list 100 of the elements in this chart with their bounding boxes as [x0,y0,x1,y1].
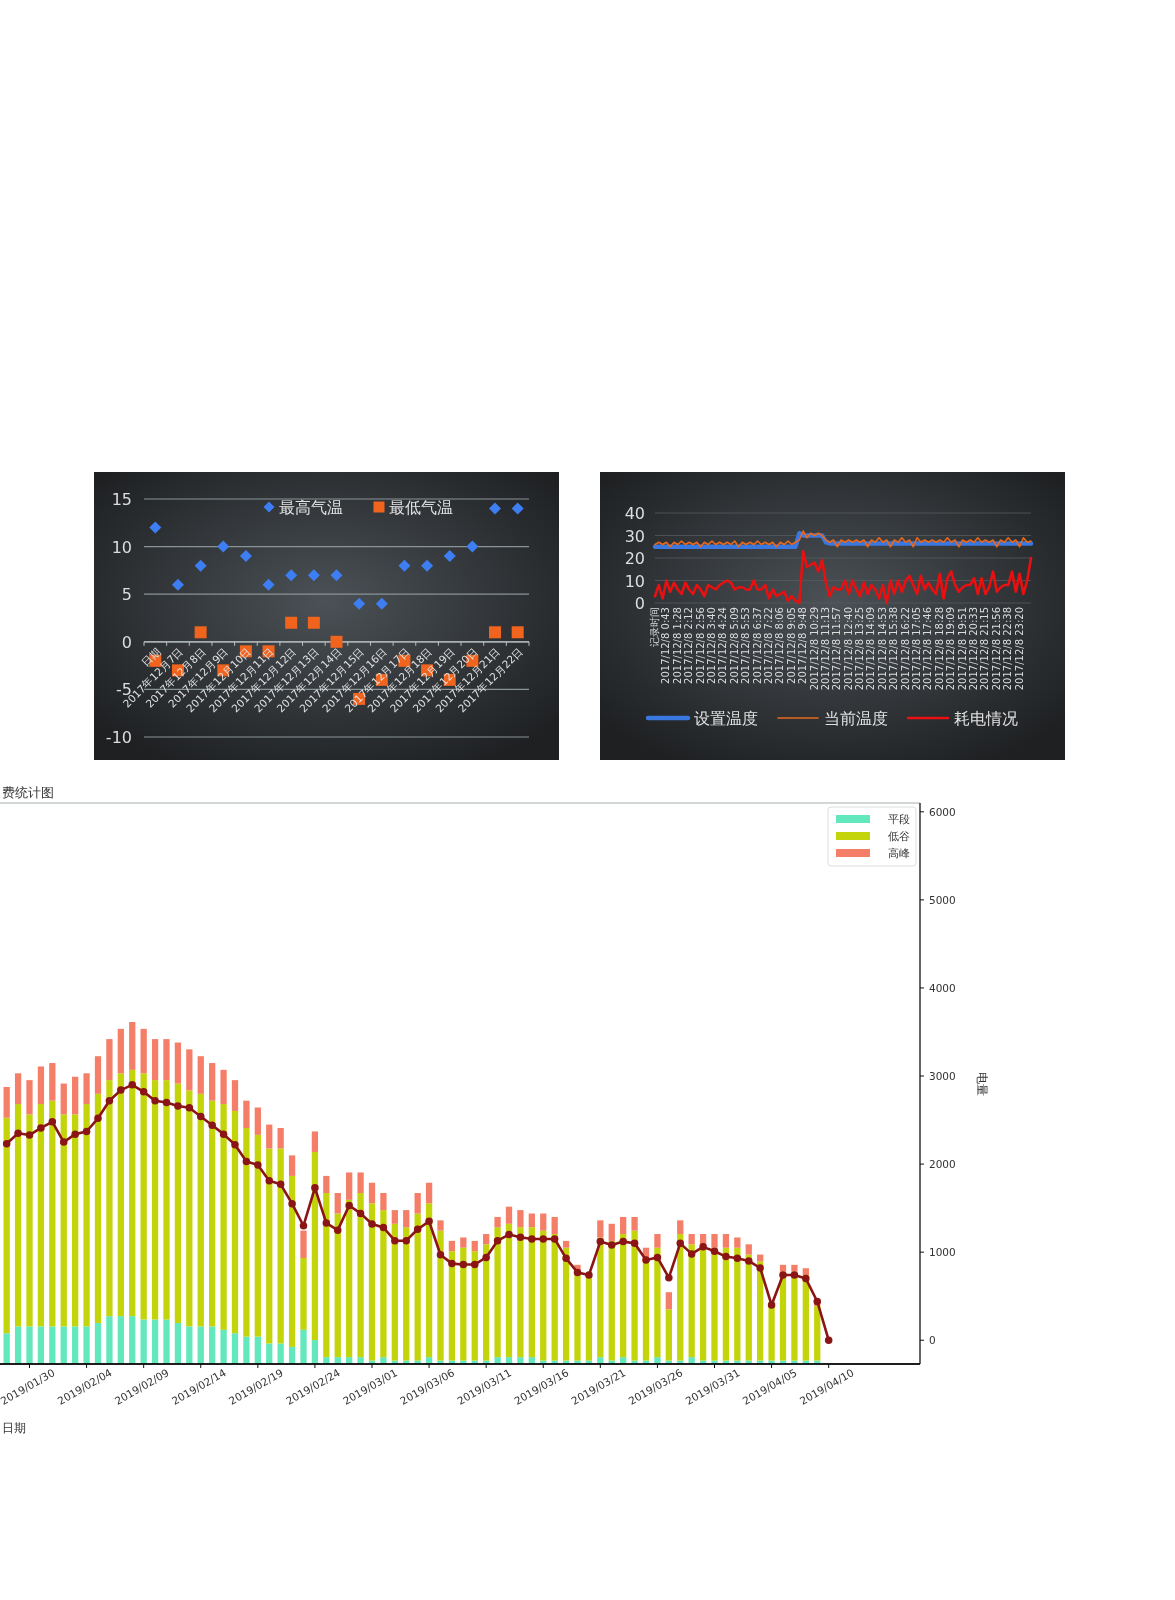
bar [163,1080,170,1320]
bar [129,1022,136,1070]
x-tick-label: 2017/12/8 11:57 [831,607,843,691]
bar [14,1104,22,1327]
bar [243,1128,250,1337]
bar [494,1227,501,1358]
bar [277,1128,284,1149]
point [307,569,320,582]
x-tick-label: 2017/12/8 3:40 [705,607,717,684]
bar [231,1333,239,1364]
point [285,569,298,582]
bar [220,1104,227,1330]
x-tick-label: 2017/12/8 17:05 [911,607,923,691]
bar [288,1346,296,1364]
bar [631,1216,638,1231]
bar [231,1080,239,1111]
bar [174,1042,182,1084]
x-tick-label: 2017/12/8 22:38 [1002,607,1014,691]
bar [562,1240,570,1248]
bar [117,1316,124,1364]
x-tick-label: 2017/12/8 11:13 [819,607,831,691]
bar [117,1028,124,1074]
bar [94,1056,102,1094]
line-series [653,549,1033,605]
legend-label: 当前温度 [824,709,888,728]
bar [277,1343,284,1364]
bar [608,1240,615,1361]
point [353,597,366,610]
bar [380,1357,387,1364]
bar [437,1230,444,1361]
y-tick-label: 5 [121,585,132,605]
bar [368,1182,376,1204]
x-axis-title: 日期 [2,1421,26,1435]
x-tick-label: 2017/12/8 2:12 [683,607,695,684]
bar [437,1220,444,1231]
x-tick-label: 2017/12/8 23:20 [1013,607,1025,691]
bar [243,1336,250,1364]
bar [209,1100,216,1327]
bar [688,1244,695,1358]
x-tick-label: 2017/12/8 20:33 [968,607,980,691]
bar [254,1336,261,1364]
bar [266,1148,273,1344]
bar [425,1182,433,1204]
x-tick-label: 2017/12/8 5:09 [728,607,740,684]
point [511,626,524,639]
bar [631,1230,638,1361]
bar [620,1234,627,1358]
legend-label: 低谷 [888,830,910,843]
x-tick-label: 2017/12/8 0:43 [660,607,672,684]
legend-label: 设置温度 [694,709,758,728]
bar [368,1203,376,1361]
bar [83,1073,90,1105]
legend-label: 最高气温 [279,498,343,517]
bar [311,1340,319,1364]
x-tick-label: 2017/12/8 8:06 [774,607,786,684]
bar [357,1193,364,1358]
point [330,569,343,582]
legend-label: 最低气温 [389,498,453,517]
x-tick-label: 2017/12/8 13:25 [854,607,866,691]
x-tick-label: 2017/12/8 4:24 [717,607,729,684]
chart-title: 费统计图 [2,785,54,800]
bar [197,1093,204,1327]
bar [83,1326,90,1364]
x-tick-label: 2017/12/8 6:37 [751,607,763,684]
bar [117,1073,124,1317]
legend-label: 平段 [888,813,910,826]
bar [505,1223,513,1358]
point [307,616,320,629]
x-tick-label: 2017/12/8 16:22 [899,607,911,691]
bar [49,1100,56,1327]
bar [346,1199,353,1358]
point [398,559,411,572]
x-tick-label: 2017/12/8 12:40 [842,607,854,691]
y-tick-label: 20 [624,549,645,568]
bar [448,1251,456,1361]
bar [654,1234,661,1248]
bar [72,1076,79,1115]
bar [277,1148,284,1344]
x-tick-label: 2017/12/8 15:38 [888,607,900,691]
bar [106,1039,113,1081]
legend-label: 耗电情况 [954,709,1018,728]
bar [665,1309,672,1361]
bar [266,1124,273,1149]
bar [300,1329,307,1364]
y-tick-label: 6000 [929,805,956,818]
bar [266,1343,273,1364]
bar [460,1247,467,1361]
bar [562,1247,570,1361]
bar [460,1237,467,1248]
bar [186,1326,193,1364]
bar [254,1107,261,1135]
x-tick-label: 2017/12/8 5:53 [740,607,752,684]
y-tick-label: 30 [624,526,645,546]
x-tick-label: 2017/12/8 14:09 [865,607,877,691]
bar [186,1090,193,1327]
bar [60,1083,67,1115]
y-tick-label: 15 [111,490,132,509]
bar [311,1151,319,1341]
bar [311,1131,319,1152]
bar [94,1322,102,1364]
